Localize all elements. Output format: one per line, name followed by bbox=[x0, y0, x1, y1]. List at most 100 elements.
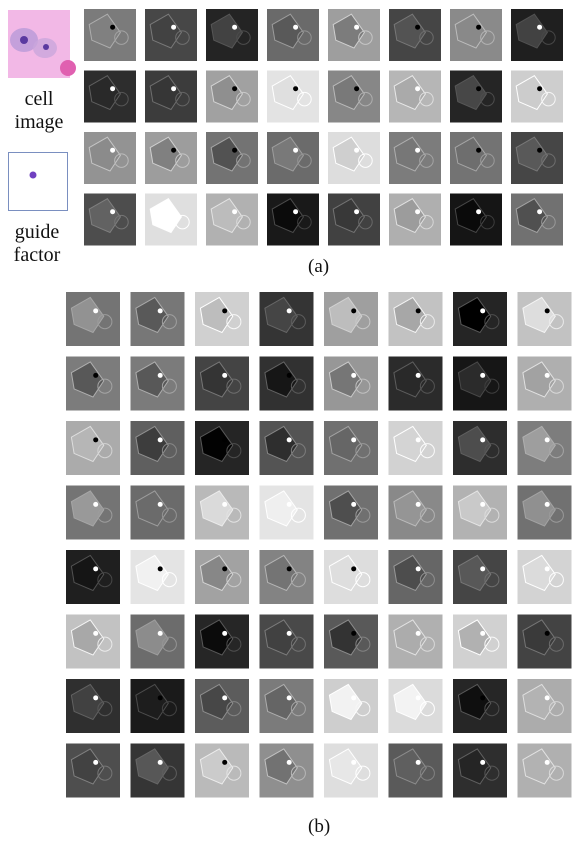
nucleus bbox=[545, 760, 550, 765]
nucleus bbox=[222, 566, 227, 571]
nucleus bbox=[351, 566, 356, 571]
nucleus bbox=[93, 631, 98, 636]
feature-map bbox=[389, 194, 441, 246]
nucleus bbox=[545, 373, 550, 378]
nucleus bbox=[293, 148, 298, 153]
feature-map bbox=[324, 615, 378, 669]
feature-map bbox=[518, 550, 572, 604]
nucleus bbox=[354, 25, 359, 30]
feature-map bbox=[389, 550, 443, 604]
feature-map bbox=[206, 9, 258, 61]
feature-map bbox=[195, 486, 249, 540]
feature-map bbox=[84, 71, 136, 123]
feature-map bbox=[518, 486, 572, 540]
feature-map bbox=[453, 292, 507, 346]
feature-map bbox=[260, 615, 314, 669]
feature-map bbox=[453, 486, 507, 540]
feature-map bbox=[518, 615, 572, 669]
nucleus bbox=[415, 25, 420, 30]
feature-map bbox=[453, 421, 507, 475]
nucleus bbox=[476, 209, 481, 214]
feature-map bbox=[145, 9, 197, 61]
feature-map bbox=[131, 292, 185, 346]
feature-map bbox=[84, 9, 136, 61]
nucleus bbox=[416, 695, 421, 700]
nucleus bbox=[171, 209, 176, 214]
feature-map bbox=[324, 744, 378, 798]
nucleus bbox=[293, 209, 298, 214]
nucleus bbox=[93, 566, 98, 571]
feature-map bbox=[328, 194, 380, 246]
nucleus bbox=[537, 25, 542, 30]
feature-map bbox=[453, 550, 507, 604]
feature-map bbox=[328, 132, 380, 184]
nucleus bbox=[476, 148, 481, 153]
nucleus bbox=[158, 631, 163, 636]
nucleus bbox=[416, 760, 421, 765]
feature-map bbox=[195, 744, 249, 798]
feature-map bbox=[260, 357, 314, 411]
nucleus bbox=[287, 437, 292, 442]
nucleus bbox=[480, 631, 485, 636]
feature-map bbox=[518, 357, 572, 411]
feature-map bbox=[131, 550, 185, 604]
nucleus bbox=[222, 631, 227, 636]
nucleus bbox=[110, 86, 115, 91]
feature-map bbox=[389, 292, 443, 346]
nucleus bbox=[287, 308, 292, 313]
feature-map bbox=[389, 71, 441, 123]
nucleus bbox=[415, 86, 420, 91]
feature-map bbox=[195, 357, 249, 411]
nucleus bbox=[545, 695, 550, 700]
feature-map bbox=[453, 357, 507, 411]
nucleus bbox=[93, 502, 98, 507]
feature-map bbox=[511, 194, 563, 246]
nucleus bbox=[93, 760, 98, 765]
nucleus bbox=[480, 308, 485, 313]
feature-map bbox=[518, 421, 572, 475]
nucleus bbox=[171, 86, 176, 91]
nucleus bbox=[354, 86, 359, 91]
nucleus bbox=[232, 86, 237, 91]
feature-map bbox=[195, 292, 249, 346]
feature-map bbox=[195, 421, 249, 475]
feature-map bbox=[324, 679, 378, 733]
nucleus bbox=[287, 502, 292, 507]
feature-map bbox=[518, 744, 572, 798]
nucleus bbox=[110, 148, 115, 153]
nucleus bbox=[222, 437, 227, 442]
nucleus bbox=[171, 148, 176, 153]
nucleus bbox=[110, 209, 115, 214]
feature-map bbox=[66, 615, 120, 669]
caption-b: (b) bbox=[308, 816, 330, 838]
nucleus bbox=[222, 760, 227, 765]
nucleus bbox=[232, 148, 237, 153]
nucleus bbox=[476, 25, 481, 30]
nucleus bbox=[93, 695, 98, 700]
feature-map bbox=[389, 679, 443, 733]
cell-image-label: cell image bbox=[4, 88, 74, 134]
nucleus bbox=[232, 209, 237, 214]
nucleus bbox=[351, 695, 356, 700]
nucleus bbox=[416, 437, 421, 442]
feature-map bbox=[260, 744, 314, 798]
nucleus bbox=[545, 437, 550, 442]
nucleus bbox=[416, 502, 421, 507]
nucleus bbox=[415, 148, 420, 153]
nucleus bbox=[351, 373, 356, 378]
nucleus bbox=[354, 209, 359, 214]
feature-map bbox=[389, 615, 443, 669]
nucleus bbox=[415, 209, 420, 214]
nucleus bbox=[480, 760, 485, 765]
nucleus bbox=[480, 437, 485, 442]
nucleus bbox=[158, 760, 163, 765]
nucleus bbox=[545, 502, 550, 507]
nucleus bbox=[287, 631, 292, 636]
nucleus bbox=[476, 86, 481, 91]
feature-map bbox=[131, 486, 185, 540]
feature-map bbox=[450, 71, 502, 123]
feature-map bbox=[145, 194, 197, 246]
feature-map bbox=[267, 194, 319, 246]
feature-map bbox=[453, 615, 507, 669]
cell-image bbox=[8, 10, 76, 78]
